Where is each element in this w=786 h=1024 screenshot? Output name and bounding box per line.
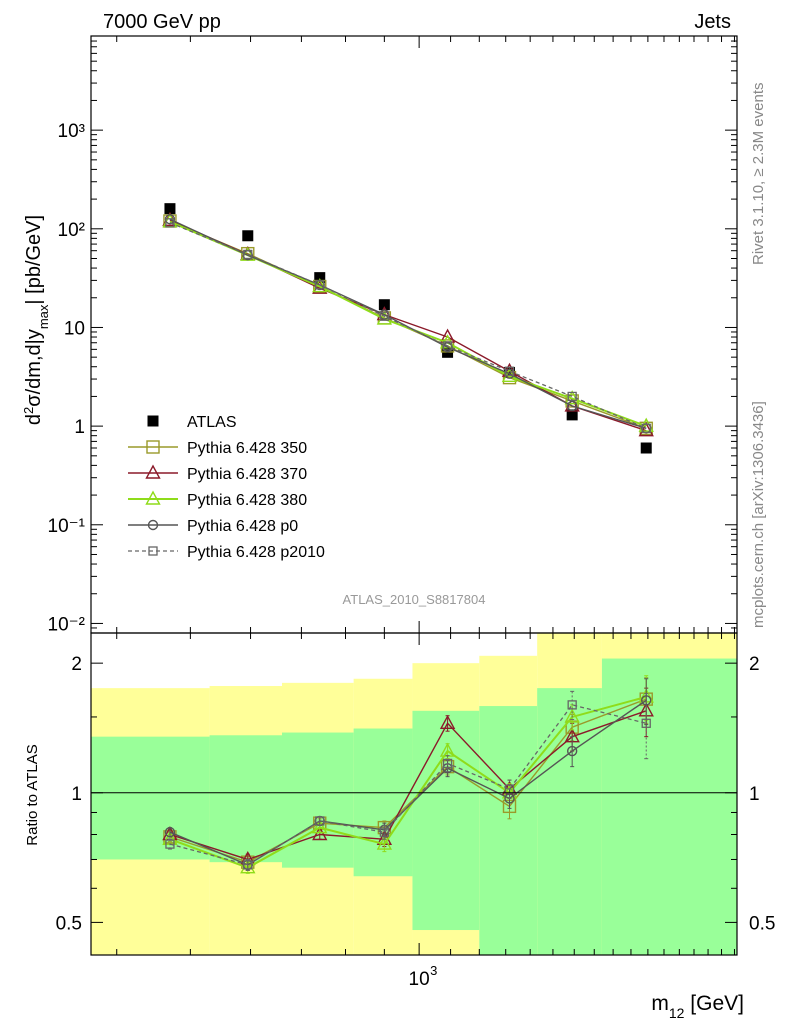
ratio-marker-2 <box>564 708 580 723</box>
ratio-marker-3 <box>566 745 578 757</box>
series-line-5 <box>169 222 647 429</box>
ratio-uncertainty-bands <box>91 633 737 955</box>
ratio-line-1 <box>169 710 647 861</box>
ratio-marker-2 <box>312 819 328 834</box>
atlas-data-point <box>164 203 176 215</box>
band-inner <box>281 732 354 868</box>
series-marker-3 <box>312 278 328 293</box>
y-tick-label: 10⁻² <box>48 614 86 635</box>
ratio-marker-4 <box>243 860 253 870</box>
ratio-marker-2 <box>376 835 393 850</box>
ratio-y-tick-label: 2 <box>749 654 760 675</box>
ratio-y-axis-label: Ratio to ATLAS <box>24 744 41 845</box>
legend-label-2: Pythia 6.428 370 <box>187 466 307 483</box>
ratio-marker-3 <box>164 826 176 838</box>
rivet-label: Rivet 3.1.10, ≥ 2.3M events <box>750 83 767 266</box>
atlas-data-point <box>504 366 516 378</box>
main-plot <box>162 203 654 454</box>
ratio-marker-1 <box>439 714 456 729</box>
ratio-plot <box>162 675 654 874</box>
legend-label-0: ATLAS <box>187 414 237 431</box>
ratio-line-2 <box>169 695 647 869</box>
legend-marker-5 <box>148 546 158 556</box>
ratio-line-4 <box>169 704 647 866</box>
legend-marker-2 <box>145 464 161 479</box>
ratio-y-tick-label: 2 <box>71 654 82 675</box>
series-marker-4 <box>566 400 578 412</box>
x-axis-label: m12 [GeV] <box>651 992 744 1021</box>
y-tick-label: 10³ <box>58 121 85 142</box>
header-right: Jets <box>694 11 731 33</box>
legend-label-3: Pythia 6.428 380 <box>187 492 307 509</box>
ratio-marker-1 <box>312 826 328 841</box>
legend-marker-3 <box>145 490 161 505</box>
series-marker-5 <box>165 218 175 228</box>
analysis-label: ATLAS_2010_S8817804 <box>343 592 486 607</box>
ratio-y-tick-label: 1 <box>749 784 760 805</box>
band-inner <box>91 736 210 860</box>
series-marker-2 <box>638 422 654 437</box>
y-tick-label: 1 <box>74 417 85 438</box>
legend-label-4: Pythia 6.428 p0 <box>187 518 298 535</box>
band-inner <box>479 706 538 955</box>
series-marker-5 <box>442 341 453 351</box>
legend-label-1: Pythia 6.428 350 <box>187 440 307 457</box>
x-tick-label: 10 <box>409 969 430 990</box>
series-marker-5 <box>504 366 515 376</box>
legend-marker-1 <box>146 440 160 454</box>
atlas-data-point <box>566 409 578 421</box>
band-inner <box>537 688 602 955</box>
y-tick-label: 10⁻¹ <box>48 516 86 537</box>
atlas-data-point <box>640 442 652 454</box>
y-tick-label: 10² <box>58 220 85 241</box>
legend-marker-4 <box>147 519 159 531</box>
legend: ATLAS Pythia 6.428 350 Pythia 6.428 370 Pyt… <box>128 414 325 561</box>
series-marker-5 <box>567 391 577 402</box>
atlas-data-point <box>378 299 390 311</box>
band-inner <box>353 728 413 877</box>
ratio-marker-4 <box>315 816 325 826</box>
legend-label-5: Pythia 6.428 p2010 <box>187 544 325 561</box>
ratio-frame <box>90 632 738 956</box>
mcplots-label: mcplots.cern.ch [arXiv:1306.3436] <box>750 401 767 628</box>
y-tick-label: 10 <box>64 318 85 339</box>
atlas-data-point <box>242 230 254 242</box>
ratio-marker-4 <box>567 700 577 710</box>
series-marker-5 <box>243 249 253 260</box>
ratio-marker-3 <box>641 695 652 706</box>
ratio-y-tick-label: 0.5 <box>749 913 775 934</box>
series-marker-5 <box>315 280 325 290</box>
legend-marker-atlas <box>147 415 159 427</box>
series-marker-5 <box>641 423 651 433</box>
ratio-y-tick-label: 0.5 <box>56 913 82 934</box>
ratio-marker-4 <box>165 839 175 849</box>
atlas-data-point <box>314 272 326 284</box>
main-y-axis-label: d2σ/dm,d|ymax| [pb/GeV] <box>21 215 51 425</box>
ratio-y-tick-label: 1 <box>71 784 82 805</box>
x-tick-label-exp: 3 <box>430 963 437 978</box>
ratio-marker-4 <box>379 827 390 837</box>
ratio-marker-2 <box>240 859 256 874</box>
band-inner <box>209 735 282 863</box>
series-marker-5 <box>379 311 390 321</box>
header-left: 7000 GeV pp <box>103 11 221 33</box>
ratio-marker-4 <box>442 758 453 769</box>
ratio-marker-4 <box>641 718 651 728</box>
